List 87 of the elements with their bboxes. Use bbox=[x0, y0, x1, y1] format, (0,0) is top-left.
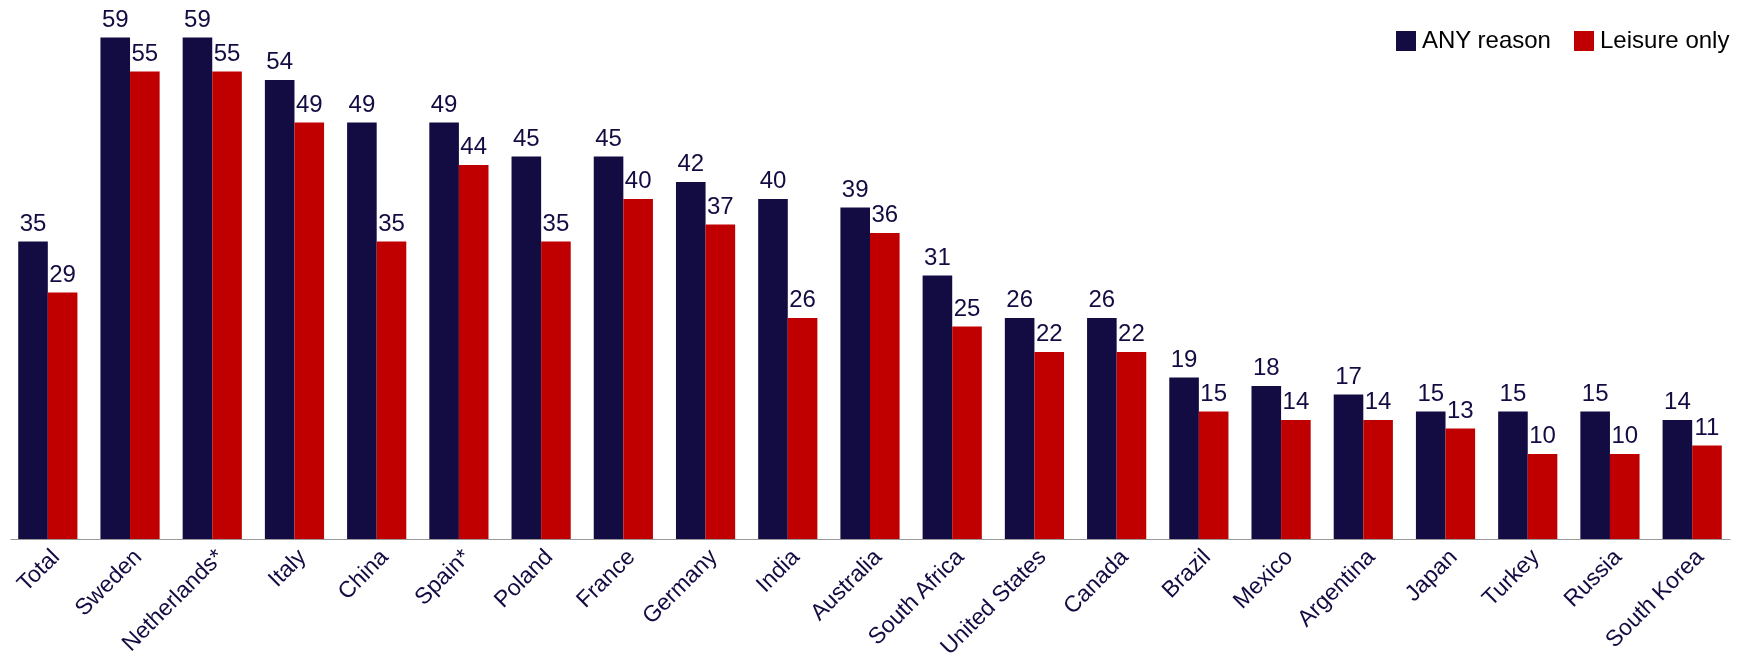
bar bbox=[1116, 352, 1147, 539]
data-label: 40 bbox=[624, 166, 652, 193]
data-label: 15 bbox=[1499, 378, 1527, 406]
data-label: 42 bbox=[677, 149, 705, 176]
data-label: 40 bbox=[759, 166, 787, 193]
data-label: 35 bbox=[19, 208, 47, 236]
legend-label: Leisure only bbox=[1600, 26, 1730, 53]
bar bbox=[623, 199, 653, 539]
data-label: 59 bbox=[101, 4, 129, 32]
bar bbox=[705, 224, 736, 539]
data-label: 49 bbox=[348, 89, 376, 117]
bar bbox=[1169, 377, 1199, 539]
data-label: 15 bbox=[1581, 378, 1609, 406]
data-label: 49 bbox=[430, 89, 458, 117]
data-label: 25 bbox=[953, 293, 981, 321]
data-label: 26 bbox=[789, 285, 816, 312]
data-label: 36 bbox=[871, 200, 899, 227]
bar bbox=[294, 122, 325, 539]
data-label: 44 bbox=[460, 132, 488, 159]
bar bbox=[130, 71, 160, 539]
bar bbox=[47, 292, 78, 539]
data-label: 54 bbox=[266, 47, 294, 74]
data-label: 45 bbox=[512, 123, 540, 151]
data-label: 22 bbox=[1035, 319, 1063, 346]
bar bbox=[1692, 445, 1722, 539]
data-label: 18 bbox=[1252, 353, 1280, 380]
bar bbox=[1004, 318, 1035, 539]
data-label: 31 bbox=[924, 242, 951, 270]
bar bbox=[1609, 454, 1640, 539]
data-label: 26 bbox=[1006, 285, 1033, 312]
bar bbox=[1198, 411, 1229, 539]
data-label: 45 bbox=[595, 123, 622, 151]
data-label: 59 bbox=[184, 4, 211, 32]
bar bbox=[182, 37, 213, 539]
bar bbox=[18, 241, 48, 539]
data-label: 35 bbox=[542, 208, 570, 236]
data-label: 35 bbox=[378, 208, 405, 236]
bar bbox=[100, 37, 131, 539]
data-label: 13 bbox=[1446, 395, 1474, 423]
data-label: 19 bbox=[1170, 344, 1198, 372]
data-label: 14 bbox=[1664, 387, 1691, 414]
data-label: 55 bbox=[131, 38, 159, 66]
data-label: 15 bbox=[1417, 378, 1445, 406]
bar bbox=[264, 80, 295, 539]
bar bbox=[1527, 454, 1558, 539]
data-label: 14 bbox=[1364, 387, 1392, 414]
bar bbox=[212, 71, 242, 539]
bar bbox=[1333, 394, 1364, 539]
bar bbox=[376, 241, 407, 539]
data-label: 29 bbox=[49, 259, 76, 287]
bar bbox=[870, 233, 900, 539]
data-label: 10 bbox=[1611, 421, 1639, 448]
data-label: 14 bbox=[1282, 387, 1310, 414]
bar bbox=[1251, 386, 1282, 539]
bar bbox=[1281, 420, 1311, 539]
bar bbox=[675, 182, 706, 539]
data-label: 37 bbox=[707, 191, 734, 219]
bar bbox=[952, 326, 982, 539]
bar bbox=[541, 241, 571, 539]
bar bbox=[758, 199, 788, 539]
data-label: 11 bbox=[1694, 412, 1720, 440]
bar bbox=[458, 165, 489, 539]
data-label: 55 bbox=[213, 38, 241, 66]
bar bbox=[1662, 420, 1693, 539]
bar bbox=[1415, 411, 1446, 539]
data-label: 26 bbox=[1088, 285, 1116, 312]
data-label: 22 bbox=[1118, 319, 1145, 346]
bar bbox=[1445, 428, 1476, 539]
bar bbox=[593, 156, 624, 539]
bar bbox=[1363, 420, 1393, 539]
bar bbox=[1498, 411, 1528, 539]
bar bbox=[1034, 352, 1065, 539]
bar bbox=[429, 122, 459, 539]
bar bbox=[347, 122, 377, 539]
data-label: 15 bbox=[1200, 378, 1228, 406]
bar bbox=[840, 207, 870, 539]
bar bbox=[922, 275, 953, 539]
bar bbox=[1580, 411, 1610, 539]
x-tick-label: Italy bbox=[262, 543, 312, 592]
legend-label: ANY reason bbox=[1422, 26, 1551, 53]
bar bbox=[511, 156, 542, 539]
bar bbox=[1087, 318, 1117, 539]
data-label: 49 bbox=[295, 89, 323, 117]
data-label: 10 bbox=[1529, 421, 1556, 448]
data-label: 39 bbox=[841, 174, 869, 202]
data-label: 17 bbox=[1335, 361, 1362, 389]
bar bbox=[787, 318, 818, 539]
